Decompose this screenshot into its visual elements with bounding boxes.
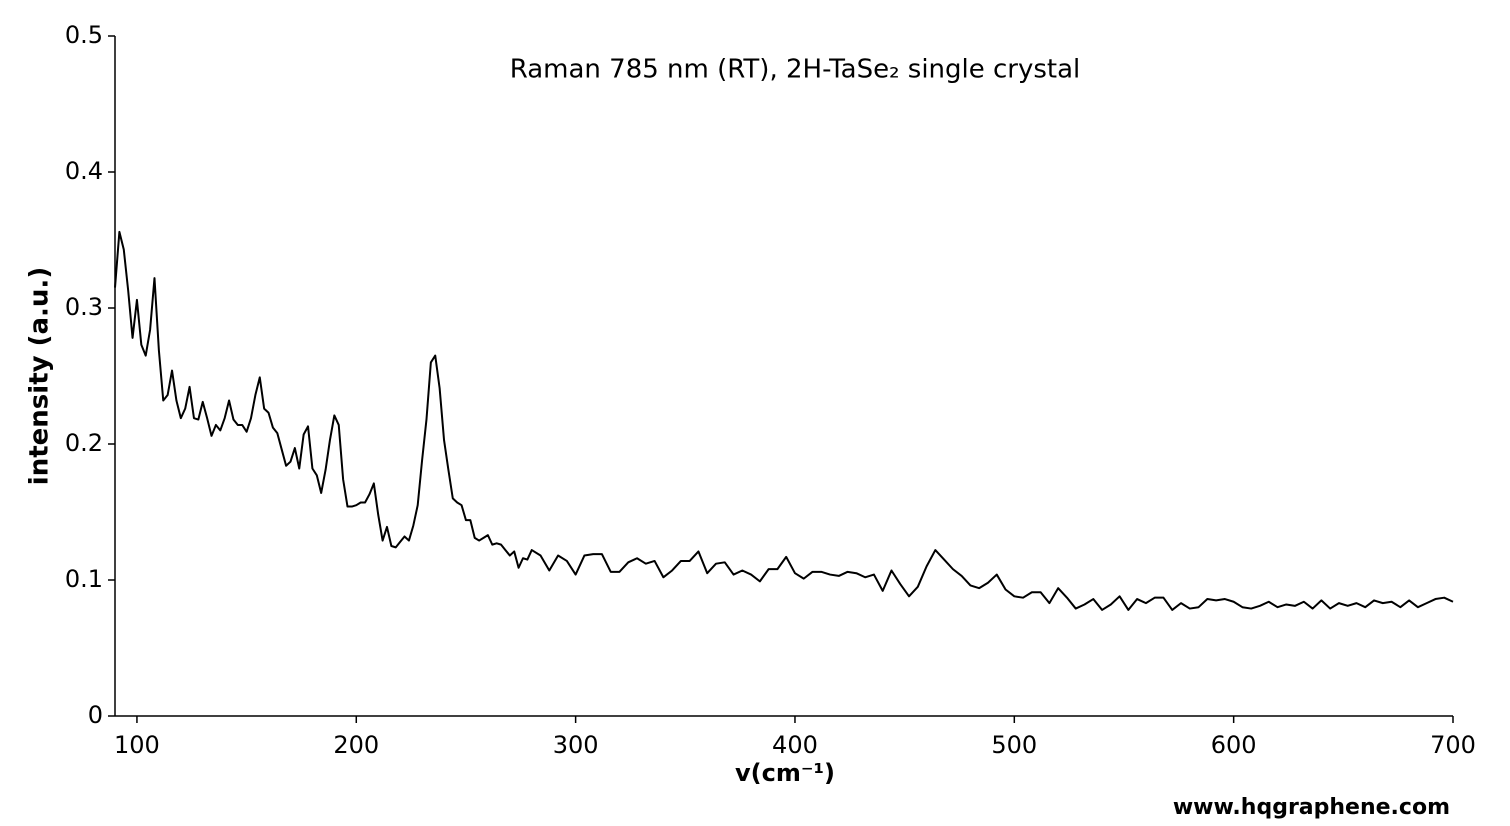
y-axis-label: intensity (a.u.) (25, 267, 55, 485)
x-tick-label: 100 (114, 731, 160, 759)
y-tick-label: 0.1 (65, 565, 103, 593)
y-tick-label: 0 (88, 701, 103, 729)
y-tick-label: 0.5 (65, 21, 103, 49)
x-tick-label: 700 (1430, 731, 1476, 759)
chart-title: Raman 785 nm (RT), 2H-TaSe₂ single cryst… (510, 55, 1081, 85)
x-axis-label: v(cm⁻¹) (735, 759, 835, 787)
y-tick-label: 0.2 (65, 429, 103, 457)
x-tick-label: 200 (333, 731, 379, 759)
x-tick-label: 400 (772, 731, 818, 759)
x-tick-label: 500 (991, 731, 1037, 759)
x-tick-label: 600 (1211, 731, 1257, 759)
watermark: www.hqgraphene.com (1173, 795, 1450, 820)
y-tick-label: 0.3 (65, 293, 103, 321)
x-tick-label: 300 (553, 731, 599, 759)
spectrum-line (114, 230, 1454, 611)
y-tick-label: 0.4 (65, 157, 103, 185)
